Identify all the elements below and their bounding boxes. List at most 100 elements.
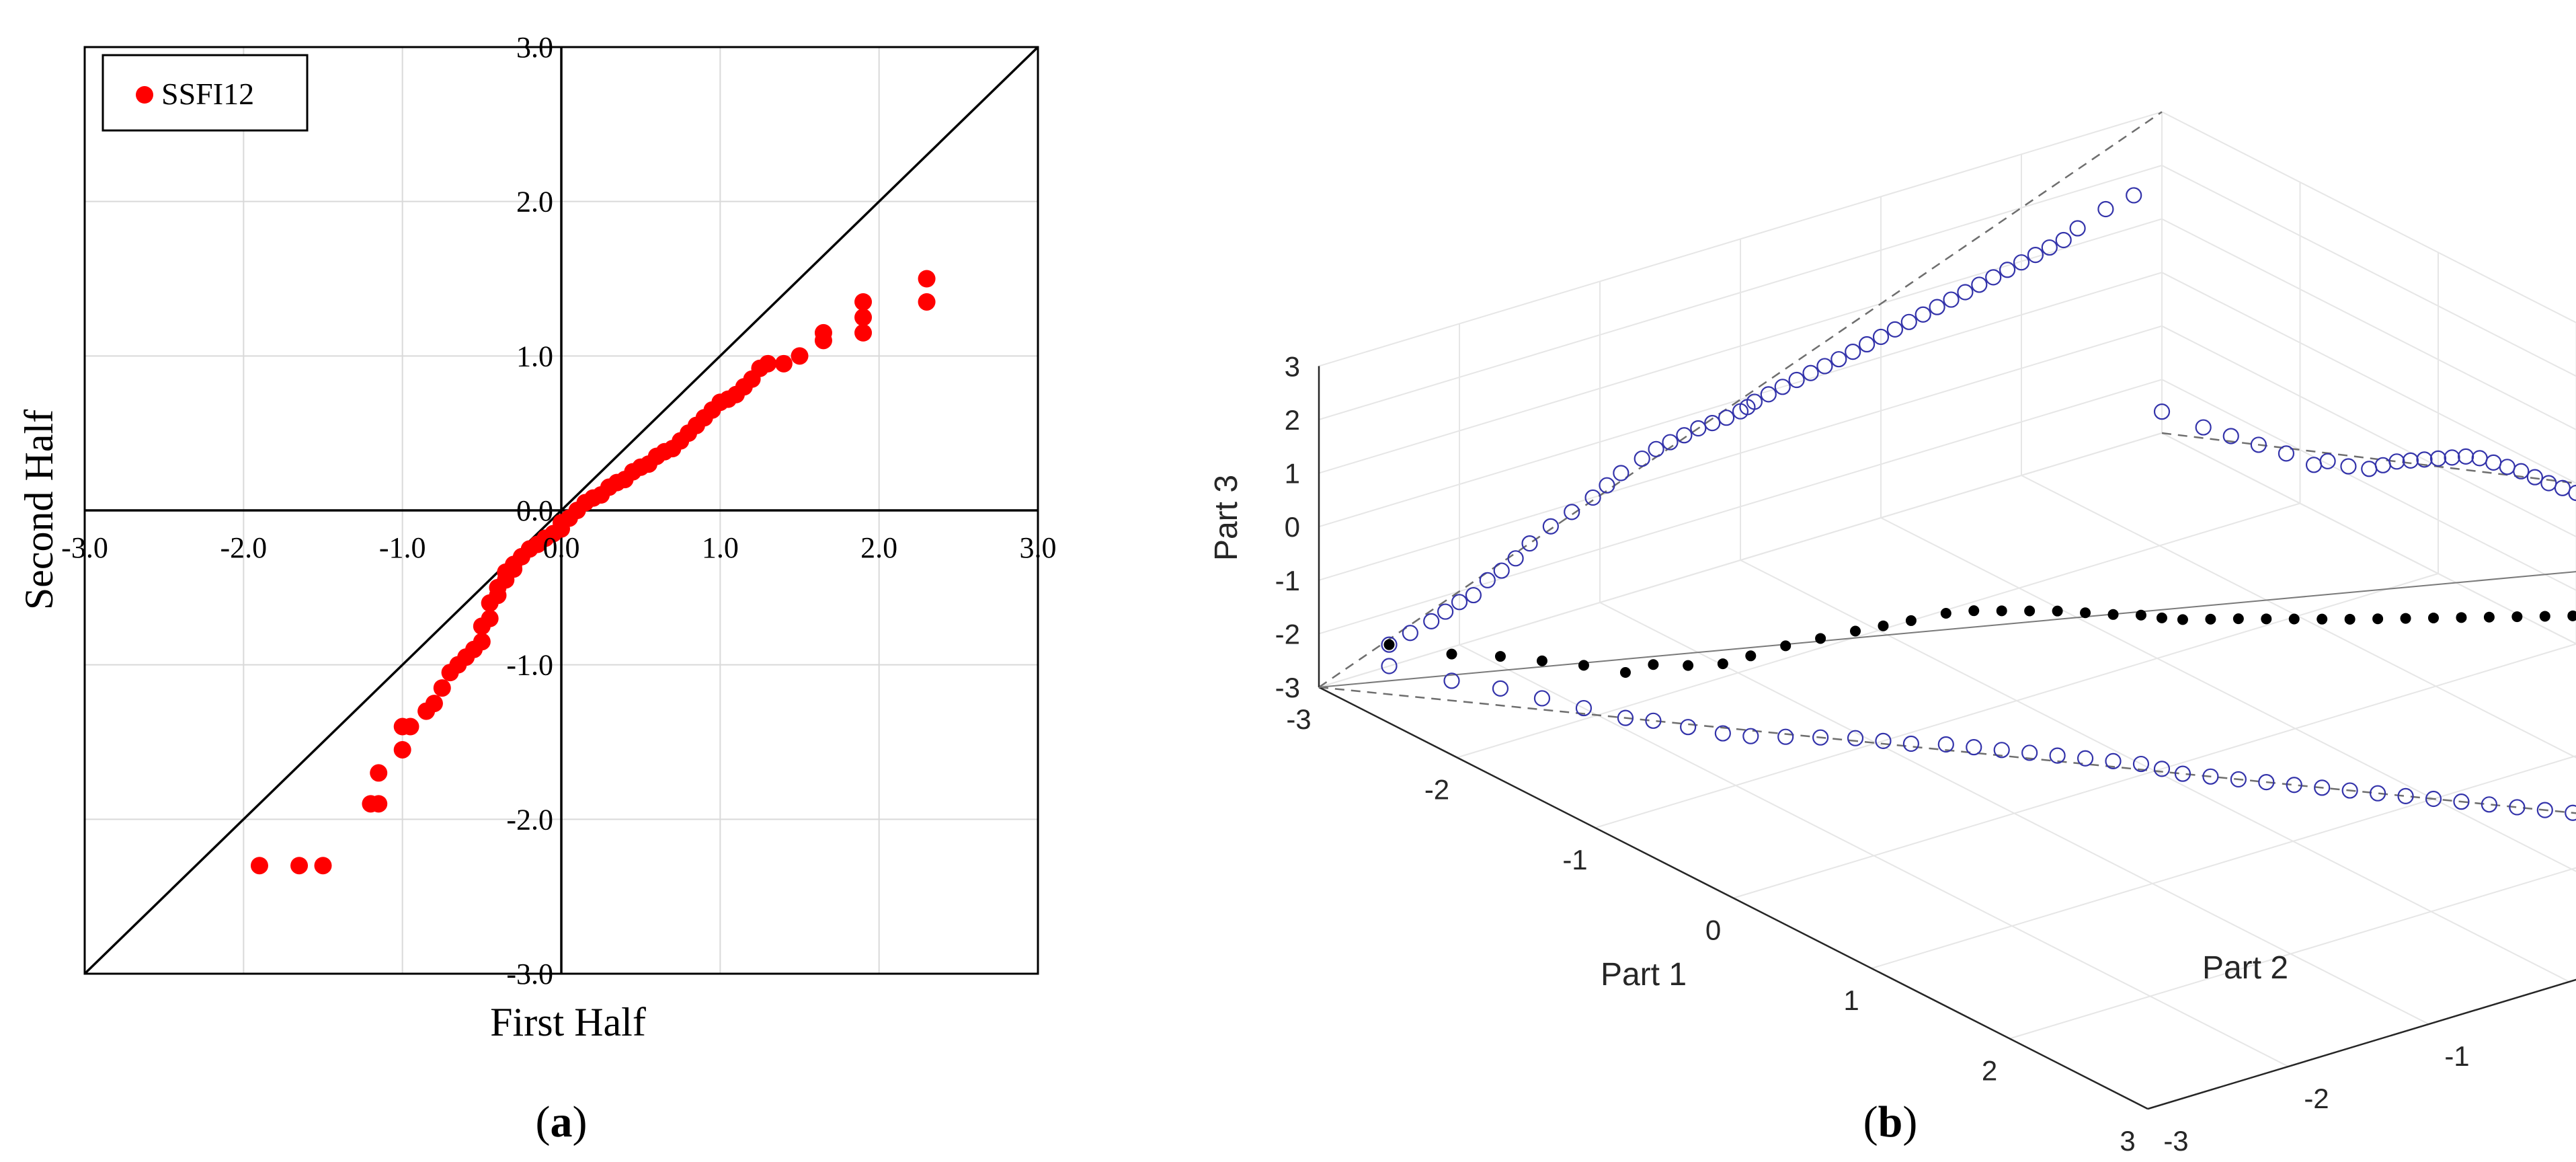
projection-point [2568, 484, 2576, 502]
projection-point [1521, 535, 1538, 552]
part1-axis-label: Part 1 [1601, 957, 1687, 993]
qq-point [401, 718, 419, 736]
scatter-point [2107, 609, 2119, 620]
qq-point [854, 308, 873, 326]
wall-grid-line [2161, 272, 2576, 484]
projection-point [2319, 453, 2336, 469]
projection-point [1437, 603, 1454, 620]
projection-point [1993, 742, 2010, 759]
qq-legend: SSFI12 [102, 54, 309, 132]
projection-point [1937, 736, 1954, 753]
scatter-point [1996, 605, 2007, 617]
projection-point [2132, 755, 2150, 773]
qq-y-tick-label: 1.0 [516, 340, 553, 373]
projection-points [1381, 187, 2576, 821]
projection-point [1423, 613, 1440, 629]
projection-point [1381, 658, 1398, 674]
qq-x-tick-labels: -3.0 -2.0 -1.0 0.0 1.0 2.0 3.0 [61, 531, 1056, 564]
projection-point [1492, 680, 1509, 697]
qq-y-tick-label: -1.0 [506, 649, 553, 682]
projection-point [2314, 779, 2331, 796]
part2-tick-label: -1 [2444, 1040, 2469, 1072]
scatter-point [2024, 605, 2036, 617]
part2-tick-label: -3 [2163, 1125, 2188, 1157]
wall-grid-line [2161, 218, 2576, 430]
qq-y-tick-label: 0.0 [516, 494, 553, 527]
projection-point [1676, 427, 1693, 444]
projection-point [2174, 765, 2191, 782]
panel-b-caption-open: ( [1863, 1097, 1878, 1147]
qq-point [814, 323, 832, 342]
wall-grid-line [2161, 165, 2576, 377]
wall-grid-line [2161, 432, 2576, 645]
qq-y-tick-label: -2.0 [506, 803, 553, 836]
projection-point [2286, 777, 2302, 793]
projection-point [2481, 796, 2497, 813]
part1-tick-label: -1 [1562, 844, 1587, 876]
projection-point [1704, 414, 1721, 432]
projection-point [1816, 358, 1833, 375]
panel-b-caption-close: ) [1902, 1097, 1917, 1147]
part3-tick-label: 3 [1285, 350, 1300, 382]
part3-axis-label: Part 3 [1209, 475, 1244, 561]
scatter-point [1578, 660, 1589, 671]
projection-point [2444, 449, 2460, 466]
qq-point [433, 679, 451, 697]
part1-tick-label: 2 [1982, 1055, 1997, 1087]
projection-point [2370, 785, 2386, 802]
part2-axis-label: Part 2 [2202, 950, 2288, 986]
projection-point [1690, 420, 1707, 437]
qq-axes [85, 47, 1038, 974]
qq-y-tick-label: 2.0 [516, 186, 553, 219]
part3-tick-label: -2 [1275, 618, 1300, 650]
wall-diagonal [1318, 111, 2163, 689]
qq-plot-frame [83, 46, 1039, 975]
qq-point [918, 293, 936, 311]
scatter-point [1815, 633, 1826, 644]
projection-point [2041, 239, 2058, 256]
projection-point [2069, 220, 2086, 237]
qq-point [791, 347, 809, 365]
projection-point [2554, 479, 2571, 496]
projection-point [2471, 450, 2488, 467]
projection-point [2509, 799, 2526, 816]
projection-point [2388, 453, 2405, 470]
projection-point [1662, 434, 1679, 451]
projection-point [2416, 451, 2433, 468]
scatter-point [1446, 648, 1457, 660]
projection-point [1443, 672, 1460, 689]
projection-point [1929, 299, 1945, 315]
scatter-point [2400, 613, 2411, 624]
projection-point [1542, 518, 1559, 535]
part2-tick-label: -2 [2304, 1083, 2329, 1114]
scatter-point [2080, 607, 2091, 619]
qq-point [290, 857, 309, 875]
projection-point [1479, 572, 1496, 588]
part3-tick-label: 2 [1285, 404, 1300, 436]
projection-point [2097, 200, 2114, 218]
scatter-point [2156, 612, 2167, 623]
qq-point [759, 354, 777, 373]
scatter-point [1780, 640, 1792, 652]
projection-point [2305, 457, 2323, 473]
projection-point [2021, 744, 2038, 761]
qq-point [250, 857, 268, 875]
projection-point [1971, 276, 1988, 293]
qq-point [314, 857, 332, 875]
part1-tick-label: 0 [1705, 915, 1721, 946]
projection-point [1718, 410, 1735, 426]
projection-point [2425, 790, 2442, 808]
projection-point [1845, 344, 1861, 360]
qq-point [918, 270, 936, 288]
scatter-point [1494, 651, 1506, 662]
floor-diagonal [1318, 686, 2576, 814]
projection-point [2258, 773, 2275, 791]
projection-point [2055, 231, 2072, 249]
projection-point [2341, 782, 2358, 799]
projection-point [2153, 761, 2171, 777]
wall-grid-line [1318, 111, 2163, 367]
projection-point [1381, 636, 1398, 653]
projection-point [1402, 625, 1418, 642]
projection-point [1999, 262, 2016, 278]
